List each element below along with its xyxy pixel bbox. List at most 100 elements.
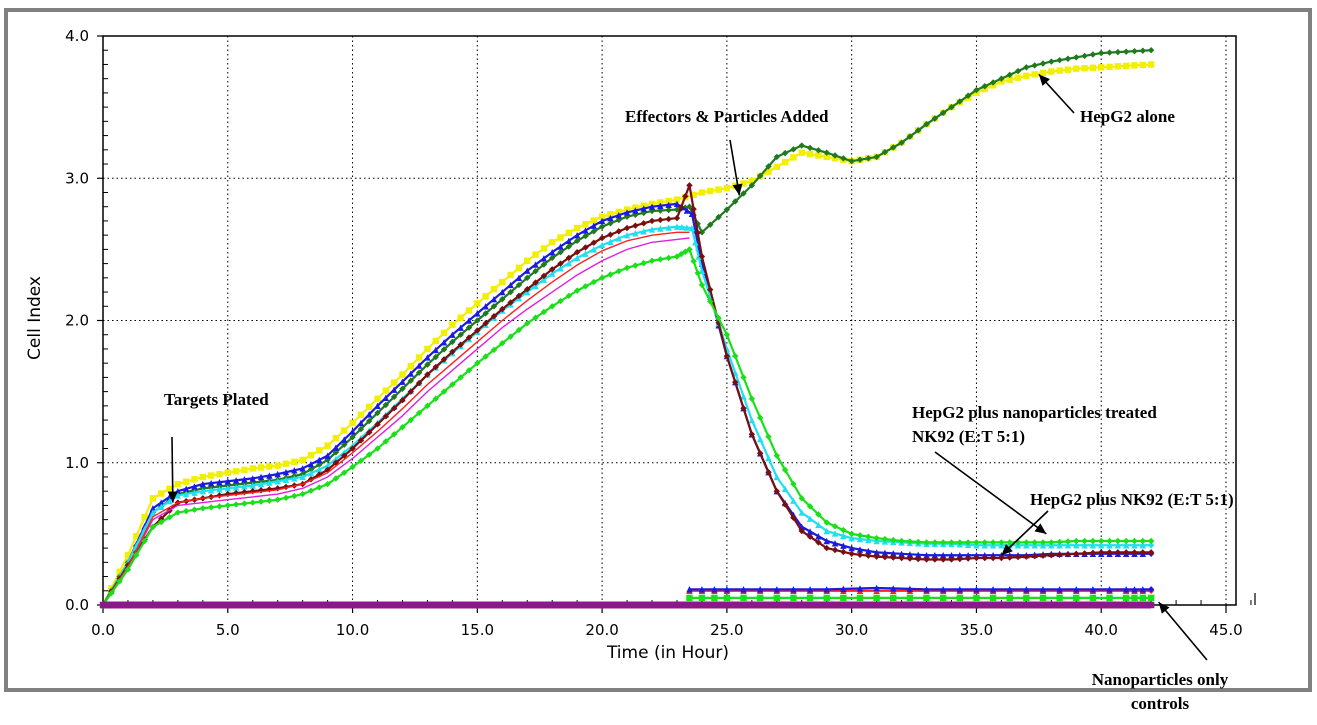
data-point-dark_green: [1014, 67, 1022, 75]
data-point-green: [698, 594, 706, 602]
data-point-purple: [474, 601, 481, 609]
data-point-blue: [598, 217, 606, 225]
data-point-blue: [424, 354, 431, 361]
data-point-blue: [432, 346, 439, 354]
data-point-purple: [399, 601, 406, 609]
data-point-dark_green: [948, 103, 955, 111]
data-point-maroon: [798, 527, 805, 535]
data-point-green: [582, 283, 589, 290]
data-point-yellow: [698, 189, 706, 196]
data-point-maroon: [748, 431, 756, 438]
x-tick-label: 35.0: [960, 621, 993, 639]
data-point-cyan: [688, 224, 696, 232]
data-point-purple: [956, 601, 964, 609]
data-point-blue: [823, 537, 830, 545]
data-point-maroon: [898, 554, 905, 562]
data-point-purple: [673, 601, 681, 609]
data-point-cyan: [657, 225, 664, 232]
data-point-purple: [274, 601, 281, 609]
data-point-green: [823, 519, 830, 526]
data-point-purple: [923, 601, 930, 609]
data-point-yellow: [133, 533, 140, 540]
data-point-green: [1081, 537, 1088, 545]
data-point-purple: [873, 601, 880, 609]
data-point-green: [316, 484, 323, 491]
data-point-blue: [806, 528, 814, 535]
data-point-maroon: [906, 555, 914, 562]
data-point-blue: [923, 586, 930, 593]
data-point-green: [133, 552, 140, 559]
data-point-blue: [374, 402, 381, 410]
data-point-purple: [1147, 601, 1155, 609]
data-point-blue: [915, 551, 922, 558]
data-point-maroon: [615, 228, 622, 235]
data-point-maroon: [490, 313, 498, 320]
data-point-cyan: [149, 509, 157, 516]
data-point-cyan: [665, 224, 672, 231]
data-point-purple: [773, 601, 780, 609]
data-point-blue: [474, 310, 481, 317]
data-point-yellow: [191, 476, 198, 483]
data-point-purple: [133, 601, 140, 609]
data-point-purple: [890, 601, 897, 609]
data-point-purple: [815, 601, 822, 609]
data-point-green: [723, 331, 731, 338]
data-point-green: [224, 502, 231, 509]
data-point-green: [873, 594, 880, 602]
data-point-blue: [390, 386, 398, 393]
data-point-purple: [998, 601, 1005, 609]
data-point-green: [291, 492, 298, 500]
data-point-yellow: [740, 180, 747, 187]
data-point-yellow: [773, 163, 780, 171]
data-point-dark_green: [1089, 51, 1097, 58]
data-point-purple: [632, 601, 639, 609]
data-point-purple: [349, 601, 356, 609]
data-point-cyan: [282, 476, 290, 484]
data-point-yellow: [282, 460, 290, 467]
data-point-blue: [1106, 586, 1113, 593]
data-point-cyan: [683, 224, 691, 231]
data-point-maroon: [790, 514, 797, 521]
data-point-blue: [224, 478, 231, 485]
data-point-green: [840, 594, 847, 602]
data-point-purple: [707, 601, 714, 609]
data-point-green: [790, 594, 797, 602]
data-point-cyan: [692, 239, 699, 246]
data-point-dark_green: [1048, 58, 1055, 65]
data-point-dark_green: [440, 346, 448, 353]
data-point-yellow: [1048, 68, 1055, 75]
data-point-dark_green: [823, 149, 830, 156]
data-point-purple: [690, 601, 697, 609]
data-point-blue: [873, 584, 880, 592]
data-point-yellow: [1131, 62, 1138, 69]
data-point-maroon: [557, 260, 564, 267]
data-point-purple: [665, 601, 672, 609]
data-point-green: [540, 308, 548, 316]
data-point-yellow: [1023, 72, 1030, 80]
data-point-green: [915, 538, 922, 546]
data-point-maroon: [532, 279, 539, 286]
data-point-blue: [688, 210, 696, 218]
data-point-maroon: [939, 556, 947, 563]
data-point-cyan: [831, 530, 839, 537]
data-point-maroon: [515, 292, 523, 300]
data-point-purple: [1081, 601, 1088, 609]
data-point-dark_green: [482, 310, 489, 317]
data-point-yellow: [232, 468, 240, 475]
data-point-purple: [332, 601, 340, 609]
data-point-blue: [790, 586, 797, 593]
data-point-blue: [756, 586, 764, 593]
data-point-purple: [199, 601, 207, 609]
data-point-green: [906, 538, 914, 545]
data-point-green: [1023, 539, 1030, 546]
data-point-green: [565, 292, 573, 300]
data-point-dark_green: [357, 425, 365, 433]
data-point-blue: [341, 436, 348, 443]
data-point-yellow: [1064, 66, 1072, 73]
data-point-green: [407, 416, 414, 424]
data-point-dark_green: [382, 401, 390, 409]
data-point-purple: [582, 601, 589, 609]
data-point-cyan: [266, 479, 273, 486]
data-point-purple: [499, 601, 506, 609]
data-point-cyan: [615, 235, 622, 242]
